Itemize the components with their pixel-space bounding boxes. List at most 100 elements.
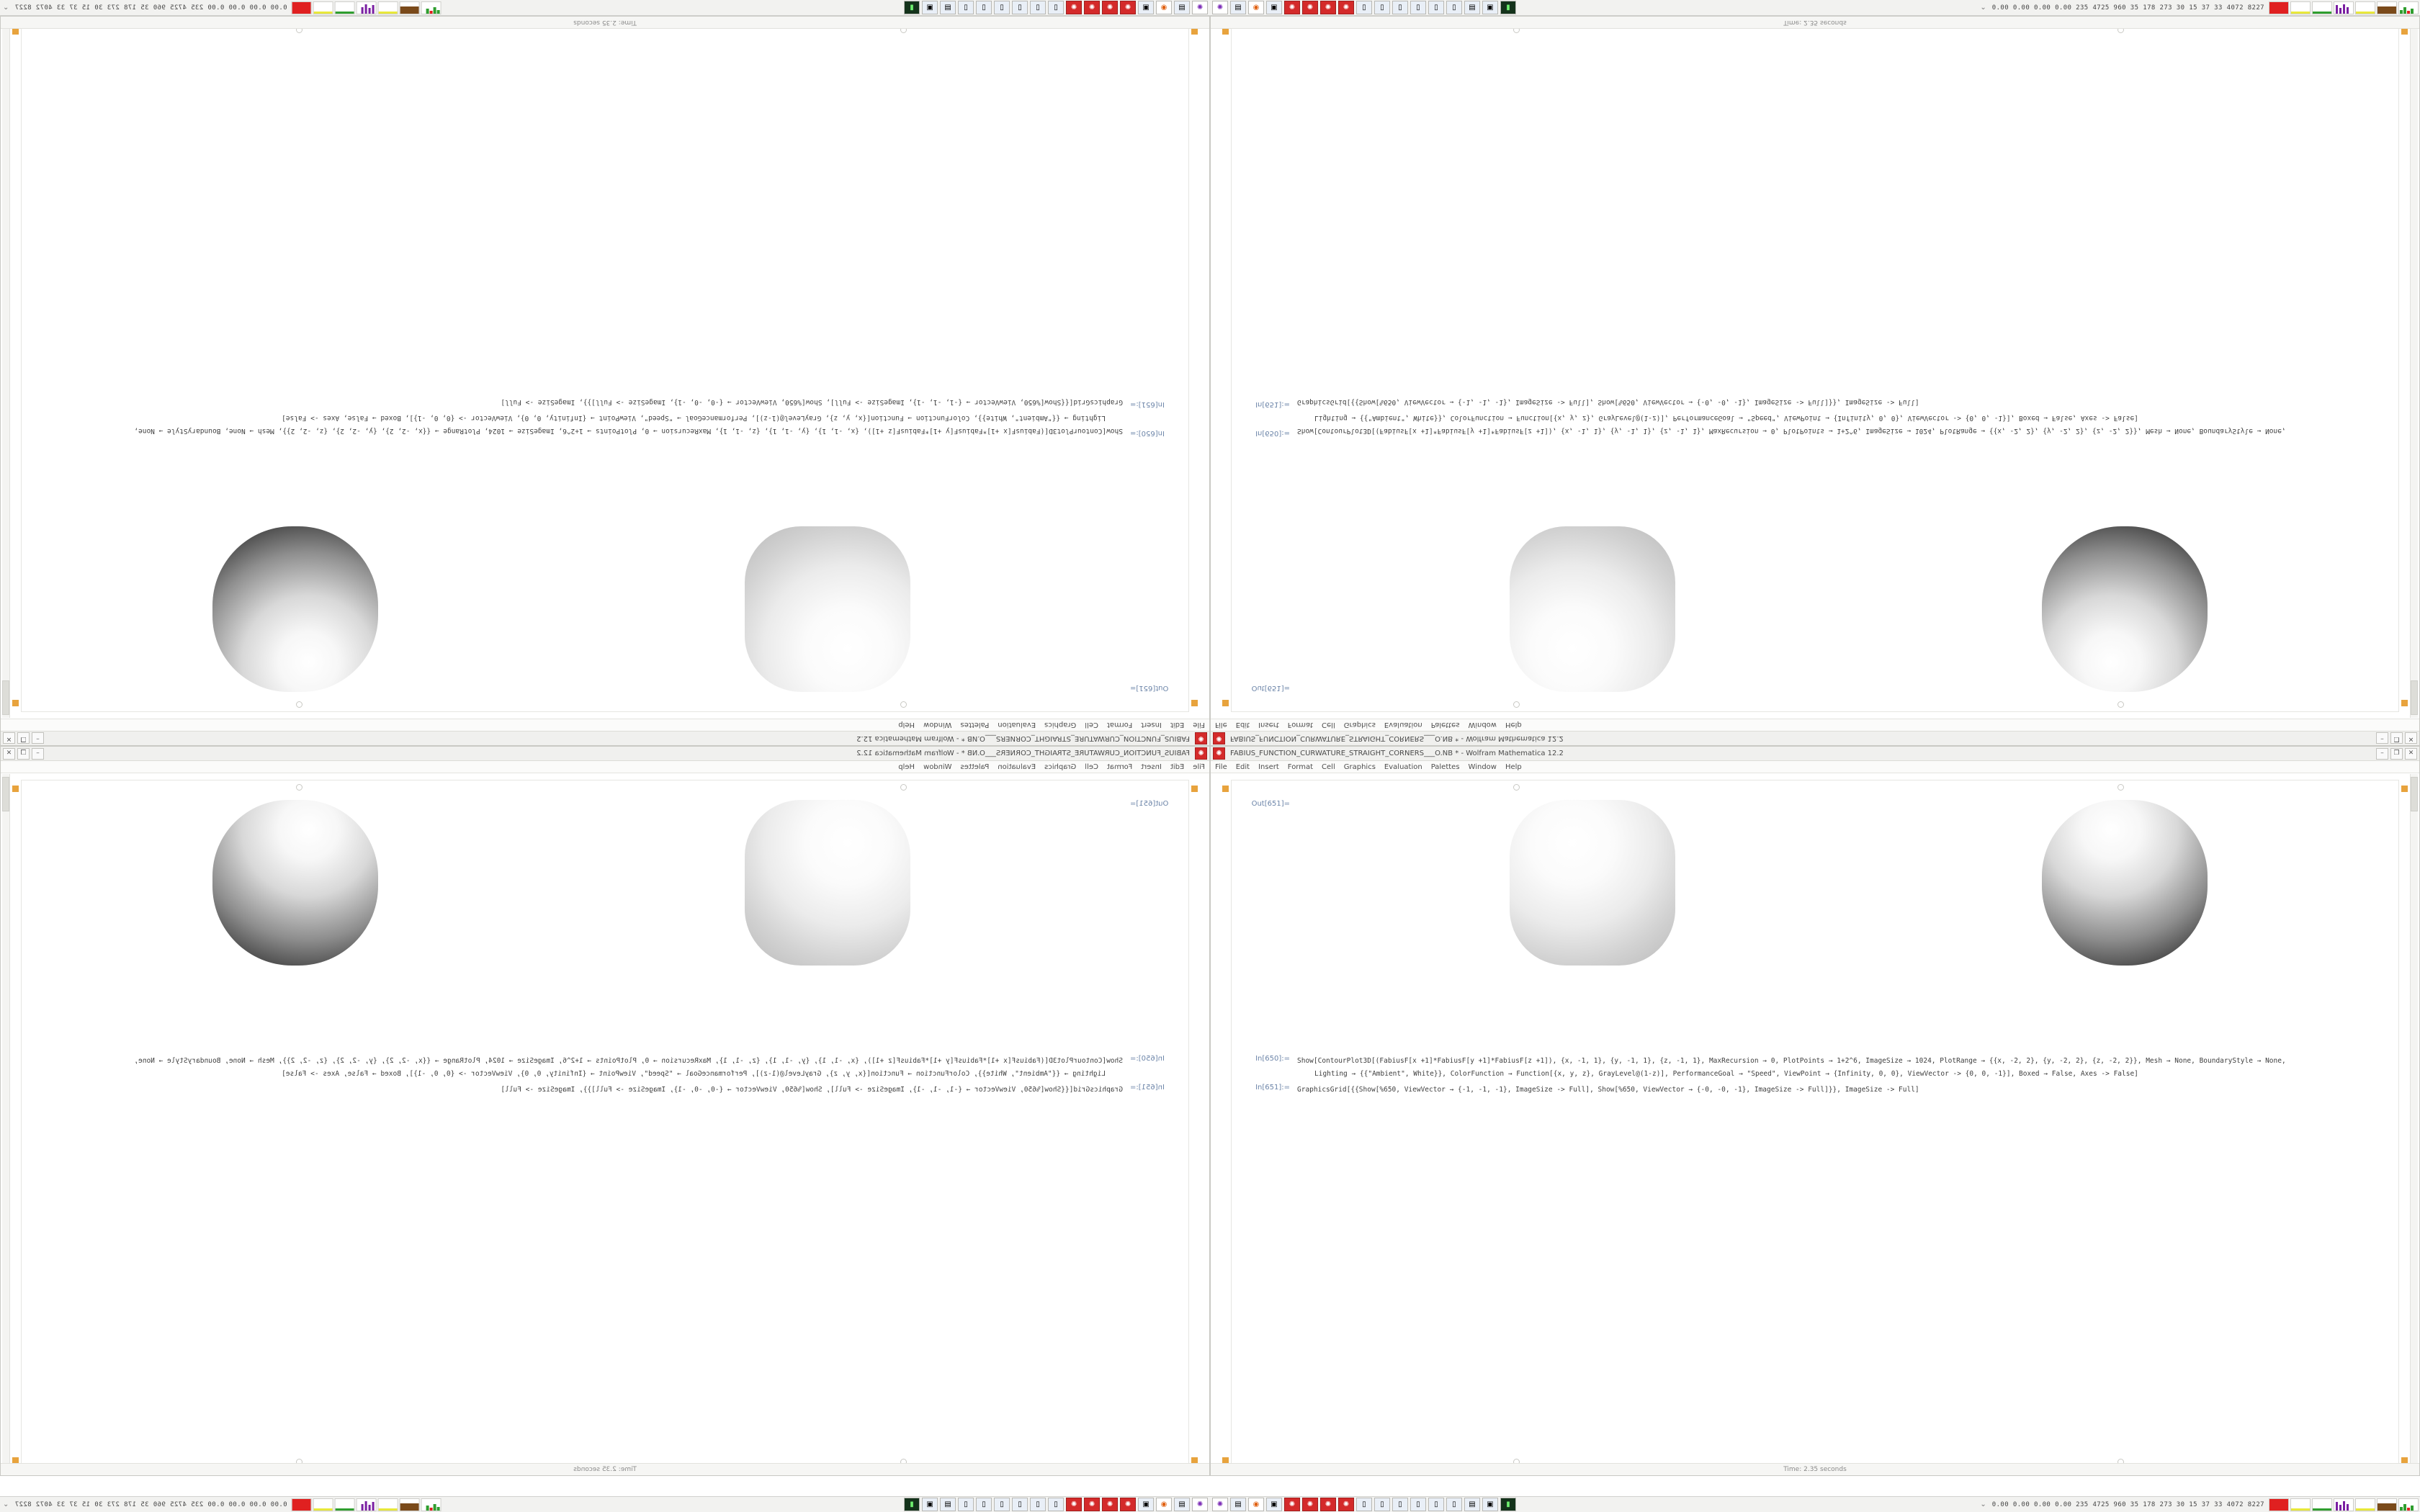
task-mathematica-2[interactable]: ✺ <box>1302 1498 1318 1511</box>
close-button[interactable]: ✕ <box>2405 747 2417 760</box>
menu-item-help[interactable]: Help <box>1505 721 1522 729</box>
menu-item-edit[interactable]: Edit <box>1235 762 1250 771</box>
disk-graph[interactable] <box>356 1 377 14</box>
menu-item-edit[interactable]: Edit <box>1170 721 1185 729</box>
input-cell-2[interactable]: In[651]:= GraphicsGrid[{{Show[%650, ViewV… <box>1211 1082 2419 1102</box>
task-mathematica-3[interactable]: ✺ <box>1320 1 1336 14</box>
task-file-manager[interactable]: ▣ <box>1266 1498 1282 1511</box>
task-window-5[interactable]: ▯ <box>976 1498 992 1511</box>
restore-button[interactable]: ❐ <box>17 732 30 744</box>
task-window-3[interactable]: ▯ <box>1392 1498 1408 1511</box>
task-mathematica-4[interactable]: ✺ <box>1338 1 1354 14</box>
task-mathematica-spikey[interactable]: ✺ <box>1192 1 1208 14</box>
menu-item-format[interactable]: Format <box>1106 762 1133 771</box>
network-graph[interactable] <box>377 1 398 14</box>
task-text-editor[interactable]: ▤ <box>1230 1 1246 14</box>
contour-plot-ball-right[interactable] <box>2041 800 2208 966</box>
task-window-4[interactable]: ▯ <box>994 1 1010 14</box>
menu-item-evaluation[interactable]: Evaluation <box>1384 762 1422 771</box>
task-window-1[interactable]: ▯ <box>1048 1498 1064 1511</box>
memory-graph-3[interactable] <box>399 1498 420 1511</box>
menu-item-file[interactable]: File <box>1215 721 1227 729</box>
task-mathematica-2[interactable]: ✺ <box>1302 1 1318 14</box>
output-cell-graphics[interactable]: Out[651]= <box>1211 798 2419 967</box>
task-window-1[interactable]: ▯ <box>1356 1 1372 14</box>
menu-item-insert[interactable]: Insert <box>1141 762 1162 771</box>
minimize-button[interactable]: – <box>32 747 44 760</box>
task-terminal[interactable]: ▮ <box>904 1498 920 1511</box>
code-text-1[interactable]: Show[ContourPlot3D[(FabiusF[x +1]*Fabius… <box>1297 411 2419 437</box>
task-window-6[interactable]: ▯ <box>958 1498 974 1511</box>
code-text-1[interactable]: Show[ContourPlot3D[(FabiusF[x +1]*Fabius… <box>1297 1055 2419 1081</box>
menu-item-window[interactable]: Window <box>1468 721 1497 729</box>
task-mathematica-3[interactable]: ✺ <box>1320 1498 1336 1511</box>
desktop-panel-top[interactable]: 0.00 0.00 0.00 0.00 235 4725 960 35 178 … <box>0 0 2420 16</box>
system-monitor-graphs-2[interactable] <box>2267 0 2420 15</box>
taskbar-bottom-right[interactable]: ✺ ▤ ◉ ▣ ✺ ✺ ✺ ✺ ▯ ▯ ▯ ▯ ▯ ▯ ▤ ▣ ▮ <box>1210 1497 1518 1512</box>
disk-graph-3[interactable] <box>356 1498 377 1511</box>
disk-graph-4[interactable] <box>2334 1498 2354 1511</box>
contour-plot-rounded-cube-left[interactable] <box>1509 526 1675 692</box>
task-save-dialog[interactable]: ▤ <box>1464 1498 1480 1511</box>
minimize-button[interactable]: – <box>32 732 44 744</box>
task-mathematica-4[interactable]: ✺ <box>1338 1498 1354 1511</box>
task-window-4[interactable]: ▯ <box>1410 1 1426 14</box>
task-browser[interactable]: ◉ <box>1248 1498 1264 1511</box>
input-cell-2[interactable]: In[651]:= GraphicsGrid[{{Show[%650, ViewV… <box>1211 390 2419 410</box>
load-graph-2[interactable] <box>2290 1 2311 14</box>
task-window-4[interactable]: ▯ <box>994 1498 1010 1511</box>
menu-item-window[interactable]: Window <box>923 721 952 729</box>
menu-item-file[interactable]: File <box>1193 721 1205 729</box>
menu-item-window[interactable]: Window <box>1468 762 1497 771</box>
system-monitor-left[interactable]: 0.00 0.00 0.00 0.00 235 4725 960 35 178 … <box>0 0 443 15</box>
load-graph-3[interactable] <box>313 1498 333 1511</box>
menu-item-palettes[interactable]: Palettes <box>1430 721 1460 729</box>
task-window-5[interactable]: ▯ <box>1428 1498 1444 1511</box>
chevron-down-icon[interactable]: ⌄ <box>3 4 9 12</box>
menu-item-insert[interactable]: Insert <box>1258 762 1279 771</box>
task-save-dialog[interactable]: ▤ <box>940 1 956 14</box>
menu-item-palettes[interactable]: Palettes <box>960 721 990 729</box>
task-mathematica-2[interactable]: ✺ <box>1102 1 1118 14</box>
menu-item-graphics[interactable]: Graphics <box>1343 721 1376 729</box>
task-window-2[interactable]: ▯ <box>1374 1498 1390 1511</box>
input-cell-1[interactable]: In[650]:= Show[ContourPlot3D[(FabiusF[x +… <box>1 1053 1209 1086</box>
system-monitor-bottom-left[interactable]: 0.00 0.00 0.00 0.00 235 4725 960 35 178 … <box>0 1497 443 1512</box>
menu-item-cell[interactable]: Cell <box>1322 721 1335 729</box>
disk-graph-2[interactable] <box>2334 1 2354 14</box>
network-graph-4[interactable] <box>2355 1498 2375 1511</box>
vertical-scrollbar-thumb[interactable] <box>2 680 9 715</box>
task-mathematica-1[interactable]: ✺ <box>1120 1 1136 14</box>
task-window-6[interactable]: ▯ <box>1446 1 1462 14</box>
swap-graph[interactable] <box>334 1 355 14</box>
notebook-window-main[interactable]: ✺ FABIUS_FUNCTION_CURWATURE_STRAIGHT_CORN… <box>0 746 2420 1476</box>
system-monitor-graphs-4[interactable] <box>2267 1497 2420 1512</box>
task-window-5[interactable]: ▯ <box>1428 1 1444 14</box>
vertical-scrollbar[interactable] <box>2410 774 2418 1475</box>
chevron-down-icon-4[interactable]: ⌄ <box>1980 1500 1986 1508</box>
cpu-graph-3[interactable] <box>421 1498 442 1511</box>
task-window-3[interactable]: ▯ <box>1012 1498 1028 1511</box>
task-mathematica-3[interactable]: ✺ <box>1084 1498 1100 1511</box>
task-window-1[interactable]: ▯ <box>1356 1498 1372 1511</box>
task-terminal[interactable]: ▮ <box>904 1 920 14</box>
menu-item-palettes[interactable]: Palettes <box>960 762 990 771</box>
notebook-body[interactable]: Out[651]= In[650]:= Show[ContourPlot3D[(Fa… <box>1 774 1209 1475</box>
temperature-graph[interactable] <box>291 1 312 14</box>
input-cell-2[interactable]: In[651]:= GraphicsGrid[{{Show[%650, ViewV… <box>1 390 1209 410</box>
notebook-body[interactable]: Out[651]= In[650]:= Show[ContourPlot3D[(Fa… <box>1211 774 2419 1475</box>
load-graph[interactable] <box>313 1 333 14</box>
task-window-3[interactable]: ▯ <box>1012 1 1028 14</box>
taskbar-left-mirror[interactable]: ✺ ▤ ◉ ▣ ✺ ✺ ✺ ✺ ▯ ▯ ▯ ▯ ▯ ▯ ▤ ▣ ▮ <box>902 0 1210 15</box>
notebook-titlebar[interactable]: ✺ FABIUS_FUNCTION_CURWATURE_STRAIGHT_CORN… <box>1 731 1209 745</box>
task-window-2[interactable]: ▯ <box>1030 1498 1046 1511</box>
swap-graph-2[interactable] <box>2312 1 2332 14</box>
task-window-6[interactable]: ▯ <box>958 1 974 14</box>
menu-item-graphics[interactable]: Graphics <box>1343 762 1376 771</box>
vertical-scrollbar[interactable] <box>2 774 10 1475</box>
contour-plot-ball-right[interactable] <box>212 800 379 966</box>
code-text-2[interactable]: GraphicsGrid[{{Show[%650, ViewVector → {… <box>1 395 1123 408</box>
temperature-graph-3[interactable] <box>291 1498 312 1511</box>
menu-item-edit[interactable]: Edit <box>1235 721 1250 729</box>
notebook-body[interactable]: Out[651]= In[650]:= Show[ContourPlot3D[(Fa… <box>1211 17 2419 718</box>
